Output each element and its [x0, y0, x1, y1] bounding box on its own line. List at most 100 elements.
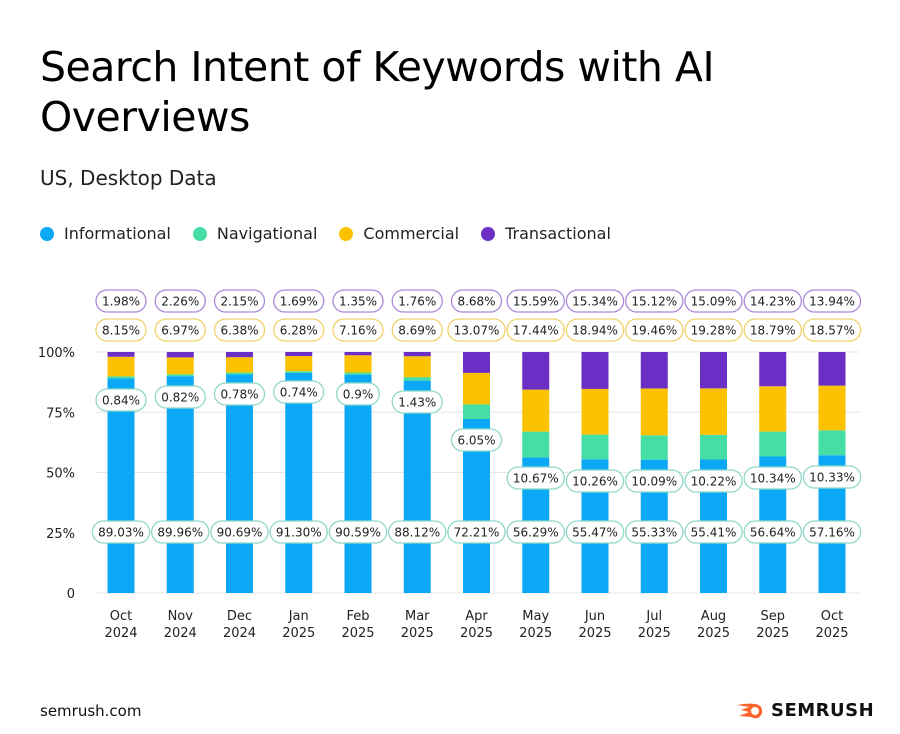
data-label: 8.68% [457, 295, 495, 309]
bar-segment-informational [107, 378, 135, 593]
bar-segment-transactional [463, 351, 490, 373]
chart-subtitle: US, Desktop Data [40, 166, 217, 190]
data-label-pill [506, 466, 565, 490]
data-label-pill [273, 380, 325, 404]
data-label: 10.09% [631, 475, 677, 489]
bar-segment-transactional [166, 351, 194, 358]
bar-segment-informational [403, 380, 431, 593]
bar-segment-commercial [107, 356, 135, 377]
data-label-pill [625, 469, 684, 493]
x-tick-label: 2025 [578, 626, 611, 641]
data-label: 6.97% [161, 324, 199, 338]
data-label: 2.15% [220, 295, 258, 309]
data-label-pill [565, 318, 625, 342]
x-tick-label: Nov [168, 609, 194, 624]
data-label-pill [95, 388, 147, 412]
data-label-pill [273, 289, 325, 313]
data-label: 0.84% [102, 394, 140, 408]
data-label: 1.43% [398, 396, 436, 410]
x-tick-label: 2025 [401, 626, 434, 641]
bar-segment-navigational [759, 431, 787, 457]
data-label-pill [684, 520, 743, 544]
x-tick-label: 2024 [223, 626, 256, 641]
data-label-pill [802, 520, 862, 544]
data-label: 88.12% [394, 526, 440, 540]
data-label: 56.29% [513, 526, 559, 540]
data-label-pill [273, 318, 325, 342]
bar-segment-commercial [285, 356, 313, 372]
data-label: 15.09% [691, 295, 737, 309]
data-label: 6.38% [220, 324, 258, 338]
bar-segment-commercial [700, 388, 727, 435]
data-label-pill [95, 289, 147, 313]
data-label-pill [150, 520, 210, 544]
data-label: 57.16% [809, 526, 855, 540]
legend-label: Navigational [216, 224, 318, 243]
x-tick-label: Jun [584, 609, 605, 624]
x-tick-label: 2025 [519, 626, 552, 641]
bar-segment-transactional [285, 351, 313, 357]
data-label: 7.16% [339, 324, 377, 338]
bar-segment-transactional [640, 352, 668, 389]
data-label-pill [154, 289, 206, 313]
x-tick-label: Aug [701, 609, 726, 624]
x-tick-label: 2025 [341, 626, 374, 641]
x-tick-label: Oct [110, 609, 132, 624]
bar-segment-transactional [344, 352, 372, 356]
data-label-pill [447, 318, 506, 342]
data-label: 18.79% [750, 324, 796, 338]
data-label: 8.69% [398, 324, 436, 338]
bar-segment-transactional [403, 352, 431, 357]
data-label: 0.74% [280, 386, 318, 400]
legend-swatch [339, 226, 354, 241]
data-label-pill [213, 289, 266, 313]
bar-segment-transactional [818, 352, 846, 386]
data-label: 10.22% [691, 475, 737, 489]
bar-segment-commercial [818, 385, 846, 431]
data-label: 17.44% [513, 324, 559, 338]
data-label-pill [684, 289, 743, 313]
data-label: 19.46% [631, 324, 677, 338]
bar-segment-commercial [640, 388, 668, 436]
x-tick-label: Apr [465, 609, 488, 624]
data-label: 55.41% [691, 526, 737, 540]
legend-item-navigational: Navigational [192, 224, 318, 243]
data-label: 15.59% [513, 295, 559, 309]
data-label: 2.26% [161, 295, 199, 309]
data-label: 55.47% [572, 526, 618, 540]
bar-segment-informational [226, 374, 253, 593]
legend-label: Transactional [505, 224, 611, 243]
data-label-pill [391, 390, 443, 414]
bar-segment-navigational [522, 431, 550, 458]
bar-segment-navigational [581, 434, 609, 460]
data-label: 0.82% [161, 391, 199, 405]
data-label-pill [625, 318, 684, 342]
bar-segment-navigational [818, 430, 846, 456]
data-label: 90.59% [335, 526, 381, 540]
data-label: 1.69% [280, 295, 318, 309]
legend-label: Informational [64, 224, 171, 243]
data-label-pill [269, 520, 328, 544]
bar-segment-navigational [166, 374, 194, 377]
data-label-pill [802, 318, 862, 342]
data-label: 8.15% [102, 324, 140, 338]
data-label: 14.23% [750, 295, 796, 309]
data-label-pill [95, 318, 147, 342]
data-label: 18.57% [809, 324, 855, 338]
footer-site: semrush.com [40, 702, 142, 720]
data-label: 10.26% [572, 475, 618, 489]
legend: Informational Navigational Commercial Tr… [40, 224, 611, 243]
data-label: 15.12% [631, 295, 677, 309]
bar-segment-transactional [522, 352, 550, 390]
data-label: 89.96% [157, 526, 203, 540]
data-label-pill [684, 318, 743, 342]
bar-segment-navigational [403, 377, 431, 381]
data-label: 91.30% [276, 526, 322, 540]
bar-segment-navigational [226, 372, 253, 375]
x-tick-label: Oct [821, 609, 843, 624]
x-tick-label: 2024 [164, 626, 197, 641]
data-label: 1.35% [339, 295, 377, 309]
y-tick-label: 0 [67, 587, 75, 602]
